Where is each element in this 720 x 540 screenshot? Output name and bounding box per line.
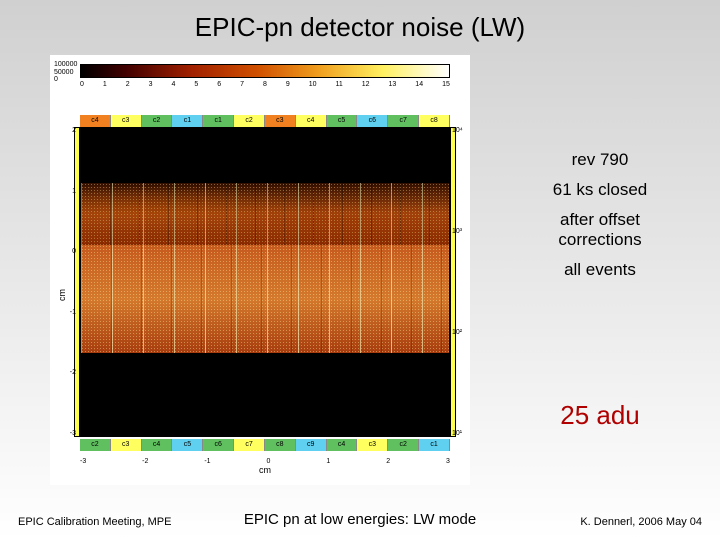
cb-tick: 13 <box>389 81 397 88</box>
ccd-cell: c3 <box>111 115 142 127</box>
anno-events: all events <box>510 260 690 280</box>
xtick: -3 <box>80 458 86 465</box>
ccd-cell: c7 <box>388 115 419 127</box>
main-plot: c4 c3 c2 c1 c1 c2 c3 c4 c5 c6 c7 c8 cm 2… <box>56 115 464 475</box>
footer-left: EPIC Calibration Meeting, MPE <box>18 516 171 528</box>
anno-offset-2: corrections <box>510 230 690 250</box>
ccd-cell: c2 <box>388 439 419 451</box>
xtick: -2 <box>142 458 148 465</box>
ccd-cell: c4 <box>327 439 358 451</box>
ytick: 2 <box>62 127 76 134</box>
ytick-r: 10² <box>452 329 468 336</box>
cb-tick: 8 <box>263 81 267 88</box>
cb-tick: 3 <box>149 81 153 88</box>
ccd-top-row: c4 c3 c2 c1 c1 c2 c3 c4 c5 c6 c7 c8 <box>80 115 450 127</box>
colorbar-ylabel-1: 50000 <box>54 69 77 77</box>
ccd-cell: c4 <box>296 115 327 127</box>
ccd-cell: c3 <box>111 439 142 451</box>
ytick: -1 <box>62 309 76 316</box>
x-ticks-bottom: -3 -2 -1 0 1 2 3 <box>80 458 450 465</box>
ccd-cell: c2 <box>142 115 173 127</box>
cb-tick: 14 <box>415 81 423 88</box>
ytick: 1 <box>62 188 76 195</box>
ccd-cell: c4 <box>142 439 173 451</box>
xtick: -1 <box>204 458 210 465</box>
ccd-cell: c2 <box>80 439 111 451</box>
ccd-cell: c1 <box>419 439 450 451</box>
ccd-cell: c5 <box>327 115 358 127</box>
ytick-r: 10¹ <box>452 430 468 437</box>
cb-tick: 10 <box>309 81 317 88</box>
ccd-cell: c7 <box>234 439 265 451</box>
y-ticks-right: 10⁴ 10³ 10² 10¹ <box>452 127 468 437</box>
xtick: 1 <box>326 458 330 465</box>
xtick: 0 <box>267 458 271 465</box>
cb-tick: 11 <box>336 81 343 88</box>
detector-figure: 100000 50000 0 0 1 2 3 4 5 6 7 8 9 10 11… <box>50 55 470 485</box>
anno-exposure: 61 ks closed <box>510 180 690 200</box>
ccd-bottom-row: c2 c3 c4 c5 c6 c7 c8 c9 c4 c3 c2 c1 <box>80 439 450 451</box>
noise-band-upper <box>81 183 449 245</box>
ccd-cell: c8 <box>265 439 296 451</box>
ytick: -2 <box>62 369 76 376</box>
detector-noise-image <box>80 127 450 437</box>
ytick: -3 <box>62 430 76 437</box>
ytick-r: 10³ <box>452 228 468 235</box>
ccd-cell: c4 <box>80 115 111 127</box>
cb-tick: 7 <box>240 81 244 88</box>
colorbar-ylabels: 100000 50000 0 <box>54 61 77 84</box>
colorbar-ylabel-0: 100000 <box>54 61 77 69</box>
footer-right: K. Dennerl, 2006 May 04 <box>580 516 702 528</box>
cb-tick: 2 <box>126 81 130 88</box>
ytick: 0 <box>62 248 76 255</box>
ytick-r: 10⁴ <box>452 127 468 134</box>
ccd-cell: c6 <box>357 115 388 127</box>
colorbar-ticks: 0 1 2 3 4 5 6 7 8 9 10 11 12 13 14 15 <box>80 81 450 88</box>
cb-tick: 9 <box>286 81 290 88</box>
xtick: 3 <box>446 458 450 465</box>
xtick: 2 <box>386 458 390 465</box>
colorbar-gradient <box>80 64 450 78</box>
page-title: EPIC-pn detector noise (LW) <box>0 0 720 43</box>
y-ticks-left: 2 1 0 -1 -2 -3 <box>62 127 76 437</box>
anno-rev: rev 790 <box>510 150 690 170</box>
cb-tick: 5 <box>194 81 198 88</box>
ccd-cell: c1 <box>172 115 203 127</box>
colorbar-block: 100000 50000 0 0 1 2 3 4 5 6 7 8 9 10 11… <box>56 61 464 109</box>
ccd-cell: c2 <box>234 115 265 127</box>
cb-tick: 0 <box>80 81 84 88</box>
noise-band-lower <box>81 245 449 353</box>
ccd-cell: c5 <box>172 439 203 451</box>
cb-tick: 15 <box>442 81 450 88</box>
annotation-block: rev 790 61 ks closed after offset correc… <box>510 150 690 290</box>
ccd-cell: c3 <box>357 439 388 451</box>
cb-tick: 1 <box>103 81 107 88</box>
ccd-cell: c1 <box>203 115 234 127</box>
colorbar-ylabel-2: 0 <box>54 76 77 84</box>
ccd-cell: c6 <box>203 439 234 451</box>
x-axis-label: cm <box>80 465 450 475</box>
cb-tick: 6 <box>217 81 221 88</box>
ccd-cell: c8 <box>419 115 450 127</box>
anno-offset-1: after offset <box>510 210 690 230</box>
footer-center: EPIC pn at low energies: LW mode <box>244 511 476 528</box>
ccd-cell: c3 <box>265 115 296 127</box>
cb-tick: 4 <box>172 81 176 88</box>
cb-tick: 12 <box>362 81 370 88</box>
adu-annotation: 25 adu <box>520 400 680 431</box>
ccd-cell: c9 <box>296 439 327 451</box>
